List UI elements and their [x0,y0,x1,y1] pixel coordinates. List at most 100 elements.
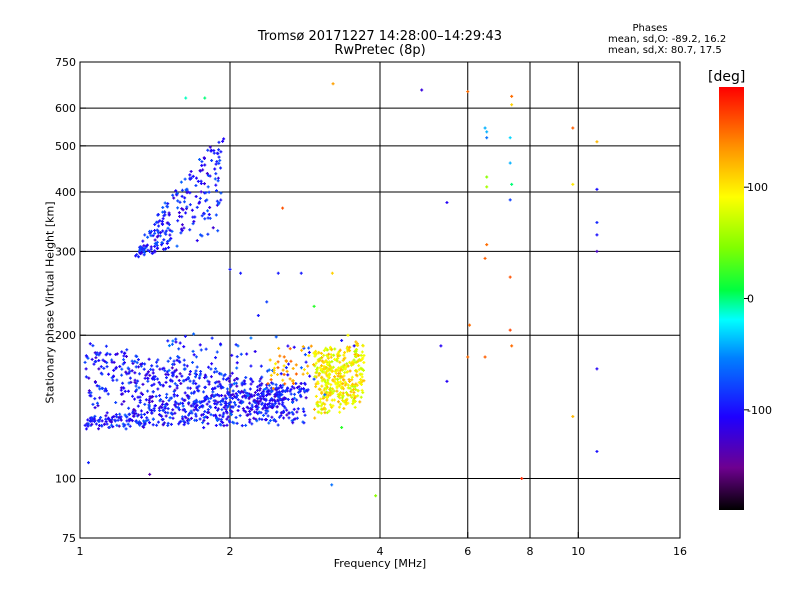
data-point [195,385,199,389]
x-tick-label: 8 [527,545,534,558]
data-point [228,396,232,400]
data-point [86,418,90,422]
data-point [324,372,328,376]
data-point [291,382,295,386]
data-point [145,410,149,414]
data-point [248,420,252,424]
data-point [361,344,365,348]
data-point [322,349,326,353]
data-point [99,416,103,420]
data-point [215,417,219,421]
data-point [205,415,209,419]
data-point [318,356,322,360]
data-point [346,364,350,368]
data-point [131,409,135,413]
data-point [191,360,195,364]
data-point [571,126,575,130]
data-point [153,231,157,235]
data-point [161,222,165,226]
data-point [172,394,176,398]
data-point [307,350,311,354]
data-point [317,372,321,376]
data-point [219,403,223,407]
data-point [354,373,358,377]
data-point [292,386,296,390]
data-point [236,344,240,348]
data-point [336,354,340,358]
data-point [161,229,165,233]
data-point [323,378,327,382]
data-point [330,360,334,364]
data-point [148,231,152,235]
data-point [157,224,161,228]
x-tick-label: 6 [464,545,471,558]
data-point [194,382,198,386]
data-point [238,414,242,418]
data-point [86,356,90,360]
data-point [213,402,217,406]
data-point [115,423,119,427]
data-point [182,358,186,362]
data-point [330,387,334,391]
data-point [595,249,599,253]
data-point [169,396,173,400]
data-point [158,219,162,223]
data-point [140,415,144,419]
data-point [284,359,288,363]
data-point [148,421,152,425]
data-point [138,248,142,252]
data-point [232,401,236,405]
data-point [261,392,265,396]
data-point [178,372,182,376]
data-point [483,355,487,359]
data-point [156,377,160,381]
data-point [571,182,575,186]
data-point [240,389,244,393]
data-point [359,353,363,357]
data-point [265,390,269,394]
data-point [124,427,128,431]
data-point [223,373,227,377]
data-point [508,161,512,165]
data-point [167,398,171,402]
data-point [329,355,333,359]
data-point [338,410,342,414]
data-point [595,187,599,191]
data-point [147,403,151,407]
data-point [339,402,343,406]
data-point [214,162,218,166]
data-point [182,363,186,367]
data-point [362,361,366,365]
data-point [322,353,326,357]
data-point [203,373,207,377]
data-point [264,411,268,415]
data-point [307,354,311,358]
data-point [306,364,310,368]
data-point [302,387,306,391]
data-point [133,378,137,382]
data-point [334,358,338,362]
data-point [103,422,107,426]
data-point [181,379,185,383]
data-point [350,360,354,364]
data-point [112,374,116,378]
data-point [213,381,217,385]
data-point [199,190,203,194]
data-point [156,358,160,362]
data-point [173,403,177,407]
data-point [352,391,356,395]
data-point [342,406,346,410]
data-point [245,405,249,409]
data-point [162,238,166,242]
data-point [287,411,291,415]
data-point [151,423,155,427]
data-point [258,417,261,421]
data-point [133,359,137,363]
data-point [230,371,234,375]
data-point [293,417,297,421]
data-point [180,397,184,401]
data-point [219,385,223,388]
data-point [174,340,178,344]
data-point [326,369,330,373]
